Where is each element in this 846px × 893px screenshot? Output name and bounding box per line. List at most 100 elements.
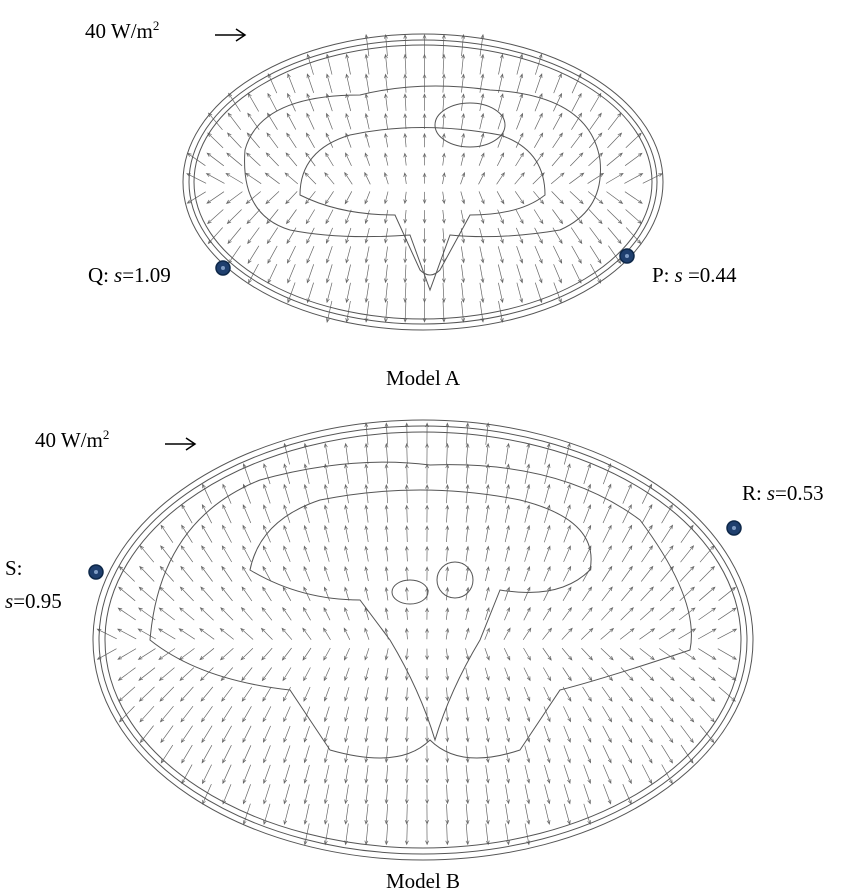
flux-arrow: [140, 567, 154, 582]
flux-arrow: [405, 567, 408, 581]
flux-arrow: [423, 94, 426, 111]
flux-arrow: [405, 506, 408, 523]
flux-arrow: [385, 726, 388, 741]
flux-arrow: [680, 687, 694, 701]
flux-arrow: [182, 765, 192, 784]
flux-arrow: [222, 587, 233, 601]
flux-arrow: [262, 628, 273, 639]
flux-arrow: [660, 587, 674, 601]
flux-arrow: [200, 608, 213, 620]
flux-arrow: [423, 247, 426, 263]
flux-arrow: [479, 153, 484, 166]
label-part: =0.53: [775, 481, 824, 505]
flux-arrow: [607, 153, 622, 166]
flux-arrow: [466, 464, 469, 483]
flux-arrow: [405, 688, 408, 701]
label-part: Q:: [88, 263, 109, 287]
flux-arrow: [544, 765, 550, 783]
flux-arrow: [623, 505, 632, 523]
flux-arrow: [660, 608, 675, 620]
flux-arrow: [718, 668, 735, 680]
flux-arrow: [661, 726, 673, 743]
flux-arrow: [346, 114, 351, 130]
flux-arrow: [345, 608, 350, 620]
flux-arrow: [504, 648, 510, 660]
point-marker-center: [221, 266, 225, 270]
flux-arrow: [405, 608, 408, 620]
flux-arrow: [405, 649, 408, 660]
flux-arrow: [517, 283, 523, 303]
flux-arrow: [545, 485, 551, 504]
flux-arrow: [307, 264, 314, 282]
flux-arrow: [446, 444, 449, 464]
flux-arrow: [247, 153, 261, 166]
flux-arrow: [222, 546, 231, 562]
flux-arrow: [385, 506, 388, 523]
flux-arrow: [326, 210, 333, 224]
flux-arrow: [572, 264, 581, 283]
flux-arrow: [324, 608, 330, 620]
flux-arrow: [442, 55, 445, 75]
flux-arrow: [262, 608, 272, 621]
flux-arrow: [384, 173, 388, 184]
flux-arrow: [243, 765, 251, 783]
flux-arrow: [524, 668, 530, 681]
flux-arrow: [700, 706, 714, 722]
flux-arrow: [384, 55, 387, 75]
flux-arrow: [718, 649, 736, 660]
flux-arrow: [623, 765, 632, 784]
flux-arrow: [480, 94, 484, 111]
flux-arrow: [562, 628, 572, 639]
flux-arrow: [504, 628, 510, 640]
flux-arrow: [544, 726, 550, 742]
flux-arrow: [571, 133, 582, 148]
flux-arrow: [461, 74, 464, 92]
flux-arrow: [181, 546, 193, 562]
flux-arrow: [442, 210, 445, 223]
flux-arrow: [562, 648, 572, 660]
flux-arrow: [485, 687, 489, 700]
flux-arrow: [552, 191, 564, 203]
flux-arrow: [679, 608, 695, 620]
flux-arrow: [284, 707, 291, 722]
flux-arrow: [405, 588, 408, 601]
flux-arrow: [589, 210, 602, 224]
flux-arrow: [625, 192, 642, 204]
flux-arrow: [221, 608, 233, 620]
flux-arrow: [466, 765, 469, 783]
flux-arrow: [446, 785, 449, 804]
flux-arrow: [365, 228, 369, 243]
flux-arrow: [404, 173, 407, 184]
flux-arrow: [365, 648, 369, 660]
flux-arrow: [680, 706, 693, 722]
flux-arrow: [442, 228, 445, 242]
flux-arrow: [621, 587, 632, 601]
flux-arrow: [442, 114, 445, 129]
flux-arrow: [263, 726, 270, 742]
flux-arrow: [622, 726, 632, 743]
label-part: 40 W/m: [35, 428, 103, 452]
flux-arrow: [601, 629, 614, 640]
flux-arrow: [486, 707, 490, 721]
flux-arrow: [228, 228, 241, 244]
flux-arrow: [563, 706, 570, 721]
flux-arrow: [535, 74, 542, 93]
flux-arrow: [505, 587, 510, 600]
flux-arrow: [140, 726, 153, 743]
flux-arrow: [485, 628, 490, 639]
flux-arrow: [602, 587, 612, 601]
flux-arrow: [699, 608, 716, 620]
flux-arrow: [385, 444, 388, 464]
flux-arrow: [423, 192, 426, 203]
flux-arrow: [345, 707, 349, 722]
flux-arrow: [564, 546, 571, 562]
flux-arrow: [505, 804, 509, 824]
flux-arrow: [486, 785, 490, 804]
flux-arrow: [446, 464, 449, 483]
flux-arrow: [228, 133, 242, 148]
flux-arrow: [525, 505, 530, 522]
flux-arrow: [208, 210, 224, 224]
flux-arrow: [365, 423, 368, 445]
model-a-outline: [183, 34, 663, 330]
flux-arrow: [207, 174, 225, 184]
